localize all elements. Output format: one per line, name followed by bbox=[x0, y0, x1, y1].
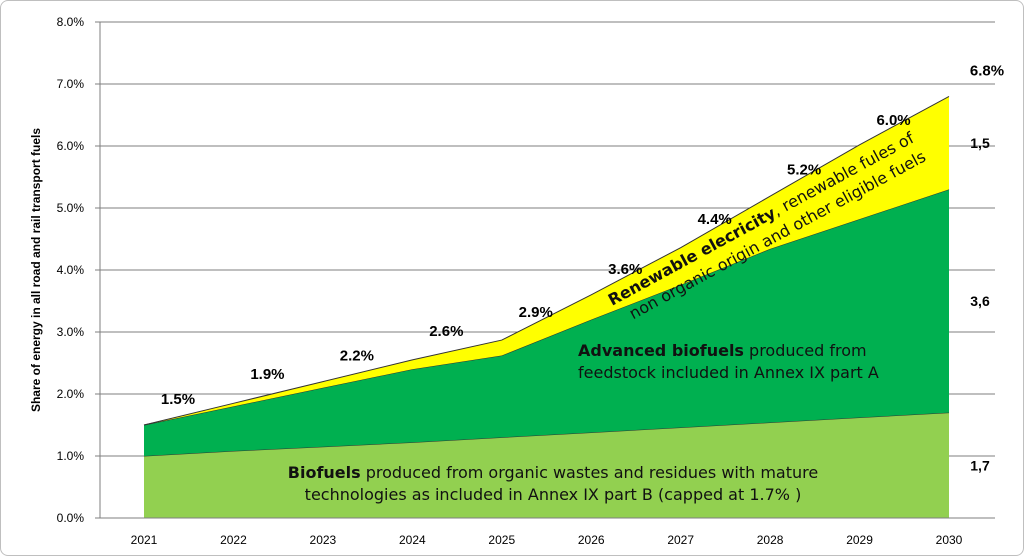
advanced-area bbox=[144, 189, 949, 456]
total-label: 1.9% bbox=[250, 366, 284, 383]
x-tick-label: 2023 bbox=[310, 533, 337, 547]
y-tick-label: 2.0% bbox=[57, 387, 85, 401]
x-tick-label: 2024 bbox=[399, 533, 426, 547]
x-tick-label: 2026 bbox=[578, 533, 605, 547]
x-tick-label: 2025 bbox=[488, 533, 515, 547]
x-tick-labels: 2021 2022 2023 2024 2025 2026 2027 2028 2029 2030 bbox=[131, 533, 963, 547]
y-tick-label: 7.0% bbox=[57, 77, 85, 91]
x-tick-label: 2029 bbox=[846, 533, 873, 547]
electricity-top-line bbox=[143, 95, 950, 426]
advanced-label-bold: Advanced biofuels bbox=[578, 341, 744, 360]
y-tick-label: 3.0% bbox=[57, 325, 85, 339]
biofuels-label-bold: Biofuels bbox=[288, 463, 361, 482]
x-tick-label: 2022 bbox=[220, 533, 247, 547]
total-label: 4.4% bbox=[698, 211, 732, 228]
advanced-area-label: Advanced biofuels produced from bbox=[578, 341, 867, 360]
axes bbox=[99, 22, 995, 519]
x-tick-label: 2027 bbox=[667, 533, 694, 547]
y-tick-label: 6.0% bbox=[57, 139, 85, 153]
advanced-area-label-line2: feedstock included in Annex IX part A bbox=[578, 363, 879, 382]
total-label: 2.9% bbox=[519, 304, 553, 321]
y-axis-label: Share of energy in all road and rail tra… bbox=[29, 128, 43, 412]
x-tick-label: 2028 bbox=[757, 533, 784, 547]
biofuels-area bbox=[144, 412, 949, 518]
total-label: 3.6% bbox=[608, 261, 642, 278]
total-label: 6.8% bbox=[970, 62, 1004, 79]
y-tick-label: 1.0% bbox=[57, 449, 85, 463]
x-tick-label: 2030 bbox=[936, 533, 963, 547]
areas bbox=[143, 95, 950, 518]
y-tick-label: 8.0% bbox=[57, 15, 85, 29]
biofuels-label-rest: produced from organic wastes and residue… bbox=[361, 463, 819, 482]
electricity-component-label: 1,5 bbox=[970, 135, 990, 151]
total-label: 1.5% bbox=[161, 391, 195, 408]
y-tick-label: 5.0% bbox=[57, 201, 85, 215]
component-labels-2030: 1,5 3,6 1,7 bbox=[970, 135, 990, 473]
y-tick-label: 4.0% bbox=[57, 263, 85, 277]
advanced-label-rest: produced from bbox=[744, 341, 867, 360]
total-label: 2.6% bbox=[429, 323, 463, 340]
total-label: 5.2% bbox=[787, 162, 821, 179]
y-tick-label: 0.0% bbox=[57, 511, 85, 525]
biofuels-area-label-line2: technologies as included in Annex IX par… bbox=[305, 485, 802, 504]
advanced-component-label: 3,6 bbox=[970, 293, 990, 309]
biofuels-area-label: Biofuels produced from organic wastes an… bbox=[288, 463, 818, 482]
total-labels: 1.5% 1.9% 2.2% 2.6% 2.9% 3.6% 4.4% 5.2% 6.0% 6.8% bbox=[161, 62, 1004, 408]
total-label: 2.2% bbox=[340, 348, 374, 365]
x-tick-label: 2021 bbox=[131, 533, 158, 547]
total-label: 6.0% bbox=[876, 112, 910, 129]
biofuels-component-label: 1,7 bbox=[970, 457, 990, 473]
y-tick-labels: 0.0% 1.0% 2.0% 3.0% 4.0% 5.0% 6.0% 7.0% 8.0% bbox=[57, 15, 85, 525]
